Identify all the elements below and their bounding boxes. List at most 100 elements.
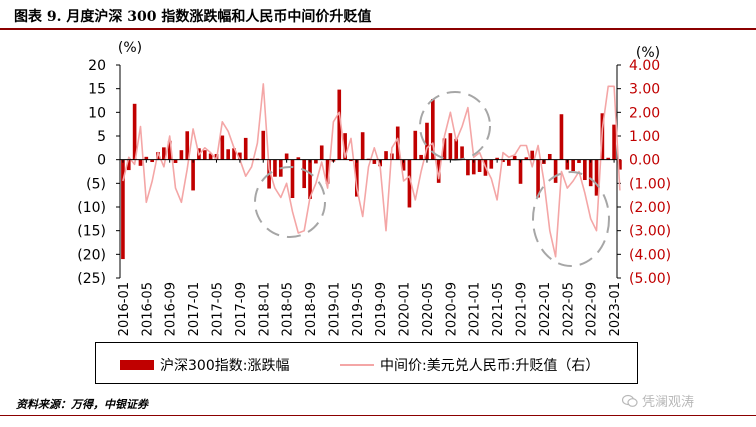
source-note: 资料来源：万得，中银证券 <box>16 398 148 411</box>
x-tick-label: 2019-09 <box>374 282 389 336</box>
right-tick-label: (1.00) <box>629 176 671 192</box>
x-tick-label: 2021-05 <box>491 282 506 336</box>
left-tick-label: (20) <box>77 247 106 263</box>
x-tick-label: 2016-09 <box>164 282 179 336</box>
left-tick-label: (25) <box>77 271 106 287</box>
bar <box>314 159 318 164</box>
x-tick-label: 2021-01 <box>468 282 483 336</box>
left-axis: (%) 20 15 10 5 0 (5) (10) (15) (20) (25) <box>77 40 142 287</box>
bar <box>354 159 359 197</box>
bar <box>290 159 295 199</box>
watermark-text: 凭澜观涛 <box>642 395 695 410</box>
bar <box>407 159 412 208</box>
right-tick-label: (5.00) <box>629 271 671 287</box>
right-tick-label: 1.00 <box>629 129 660 145</box>
right-tick-label: (4.00) <box>629 247 671 263</box>
bar <box>618 159 622 170</box>
legend-item-line: 中间价:美元兑人民币:升贬值（右） <box>340 355 599 375</box>
x-tick-label: 2022-09 <box>585 282 600 336</box>
bar <box>126 159 131 171</box>
bar <box>536 159 540 198</box>
bar <box>150 159 154 163</box>
left-tick-label: (5) <box>86 176 106 192</box>
bar <box>132 103 137 160</box>
bar <box>454 138 459 160</box>
x-axis: 2016-01 2016-05 2016-09 2017-01 2017-05 2017-… <box>117 159 623 336</box>
left-tick-label: 5 <box>97 129 106 145</box>
bar <box>594 159 599 196</box>
bar <box>425 122 429 160</box>
left-unit-label: (%) <box>118 40 142 56</box>
bar <box>612 124 616 160</box>
bar <box>372 159 377 164</box>
bar <box>577 159 581 163</box>
legend-line-label: 中间价:美元兑人民币:升贬值（右） <box>380 358 600 374</box>
bar <box>507 159 511 166</box>
bar <box>559 114 564 160</box>
left-tick-label: (15) <box>77 224 106 240</box>
right-tick-label: 4.00 <box>629 58 660 74</box>
x-tick-label: 2020-05 <box>421 282 436 336</box>
bar <box>583 159 587 181</box>
bar <box>296 157 301 160</box>
bar <box>442 138 447 160</box>
right-tick-label: 2.00 <box>629 105 660 121</box>
bar <box>419 154 423 160</box>
x-tick-label: 2018-09 <box>304 282 319 336</box>
dashed-ellipse-2022 <box>532 171 610 267</box>
watermark: 凭澜观涛 <box>622 391 694 410</box>
bar <box>226 149 230 160</box>
bar <box>401 159 406 171</box>
x-tick-label: 2017-05 <box>210 282 225 336</box>
legend-line-swatch <box>340 364 374 366</box>
right-tick-label: (3.00) <box>629 224 671 240</box>
bar <box>413 130 418 160</box>
x-tick-label: 2017-09 <box>234 282 249 336</box>
bar <box>495 157 499 160</box>
x-tick-label: 2016-05 <box>140 282 155 336</box>
bar <box>460 146 464 160</box>
bar <box>138 159 143 166</box>
bar <box>547 153 552 160</box>
x-tick-label: 2018-01 <box>257 282 272 336</box>
bar <box>343 133 347 160</box>
bar <box>302 159 306 189</box>
x-tick-label: 2022-05 <box>561 282 576 336</box>
dashed-ellipse-2018 <box>254 166 326 238</box>
title-underline <box>0 28 756 30</box>
bar <box>360 132 365 160</box>
bar <box>431 99 435 160</box>
left-tick-label: (10) <box>77 200 106 216</box>
bar <box>261 130 266 160</box>
legend: 沪深300指数:涨跌幅 中间价:美元兑人民币:升贬值（右） <box>95 342 638 384</box>
bar <box>530 150 535 160</box>
x-tick-label: 2016-01 <box>117 282 132 336</box>
figure-title: 图表 9. 月度沪深 300 指数涨跌幅和人民币中间价升贬值 <box>14 9 372 25</box>
left-tick-label: 0 <box>97 153 106 169</box>
x-tick-label: 2018-05 <box>281 282 296 336</box>
bar <box>349 159 353 162</box>
bar <box>436 159 441 183</box>
figure-header: 图表 9. 月度沪深 300 指数涨跌幅和人民币中间价升贬值 <box>0 0 756 27</box>
bar <box>384 151 388 160</box>
x-tick-label: 2019-05 <box>351 282 366 336</box>
bar <box>319 145 324 160</box>
bar <box>466 159 470 176</box>
line-path <box>122 83 621 258</box>
legend-item-bar: 沪深300指数:涨跌幅 <box>120 355 289 375</box>
x-tick-label: 2020-01 <box>398 282 413 336</box>
wechat-icon <box>622 394 638 407</box>
bar <box>325 159 330 184</box>
bar <box>208 153 213 160</box>
x-tick-label: 2017-01 <box>187 282 202 336</box>
bar <box>273 159 277 177</box>
bar <box>518 159 523 184</box>
left-tick-label: 20 <box>88 58 106 74</box>
bar <box>284 153 289 160</box>
bar <box>121 159 125 260</box>
bar <box>308 159 312 199</box>
bar <box>202 150 207 160</box>
bar <box>232 148 236 160</box>
x-tick-label: 2023-01 <box>608 282 623 336</box>
